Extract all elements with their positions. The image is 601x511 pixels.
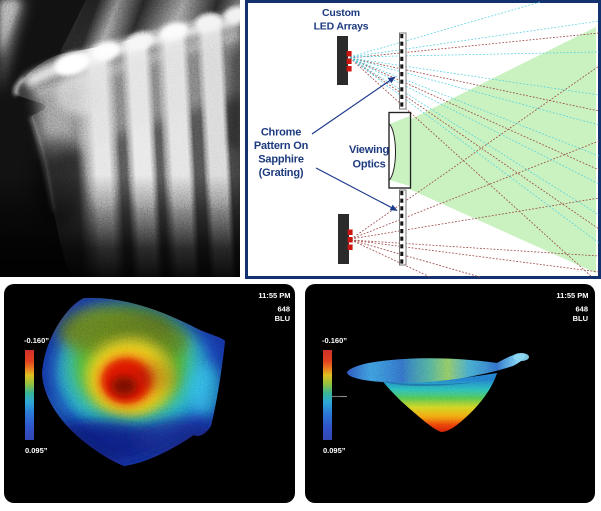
svg-text:(Grating): (Grating) (259, 167, 304, 179)
svg-text:648: 648 (277, 305, 290, 314)
svg-text:Optics: Optics (352, 159, 385, 171)
svg-text:Sapphire: Sapphire (258, 154, 304, 166)
svg-text:Chrome: Chrome (261, 127, 301, 139)
svg-text:11:55 PM: 11:55 PM (258, 291, 290, 300)
svg-text:Viewing: Viewing (349, 144, 389, 156)
svg-text:Custom: Custom (322, 7, 360, 19)
svg-text:LED Arrays: LED Arrays (314, 21, 369, 33)
svg-text:-0.160”: -0.160” (24, 336, 49, 345)
svg-text:648: 648 (575, 305, 588, 314)
svg-text:11:55 PM: 11:55 PM (556, 291, 588, 300)
svg-text:BLU: BLU (275, 314, 290, 323)
svg-text:-0.160”: -0.160” (322, 336, 347, 345)
svg-text:0.095”: 0.095” (323, 446, 346, 455)
svg-text:0.095”: 0.095” (25, 446, 48, 455)
svg-text:BLU: BLU (573, 314, 588, 323)
svg-text:Pattern On: Pattern On (254, 140, 309, 152)
